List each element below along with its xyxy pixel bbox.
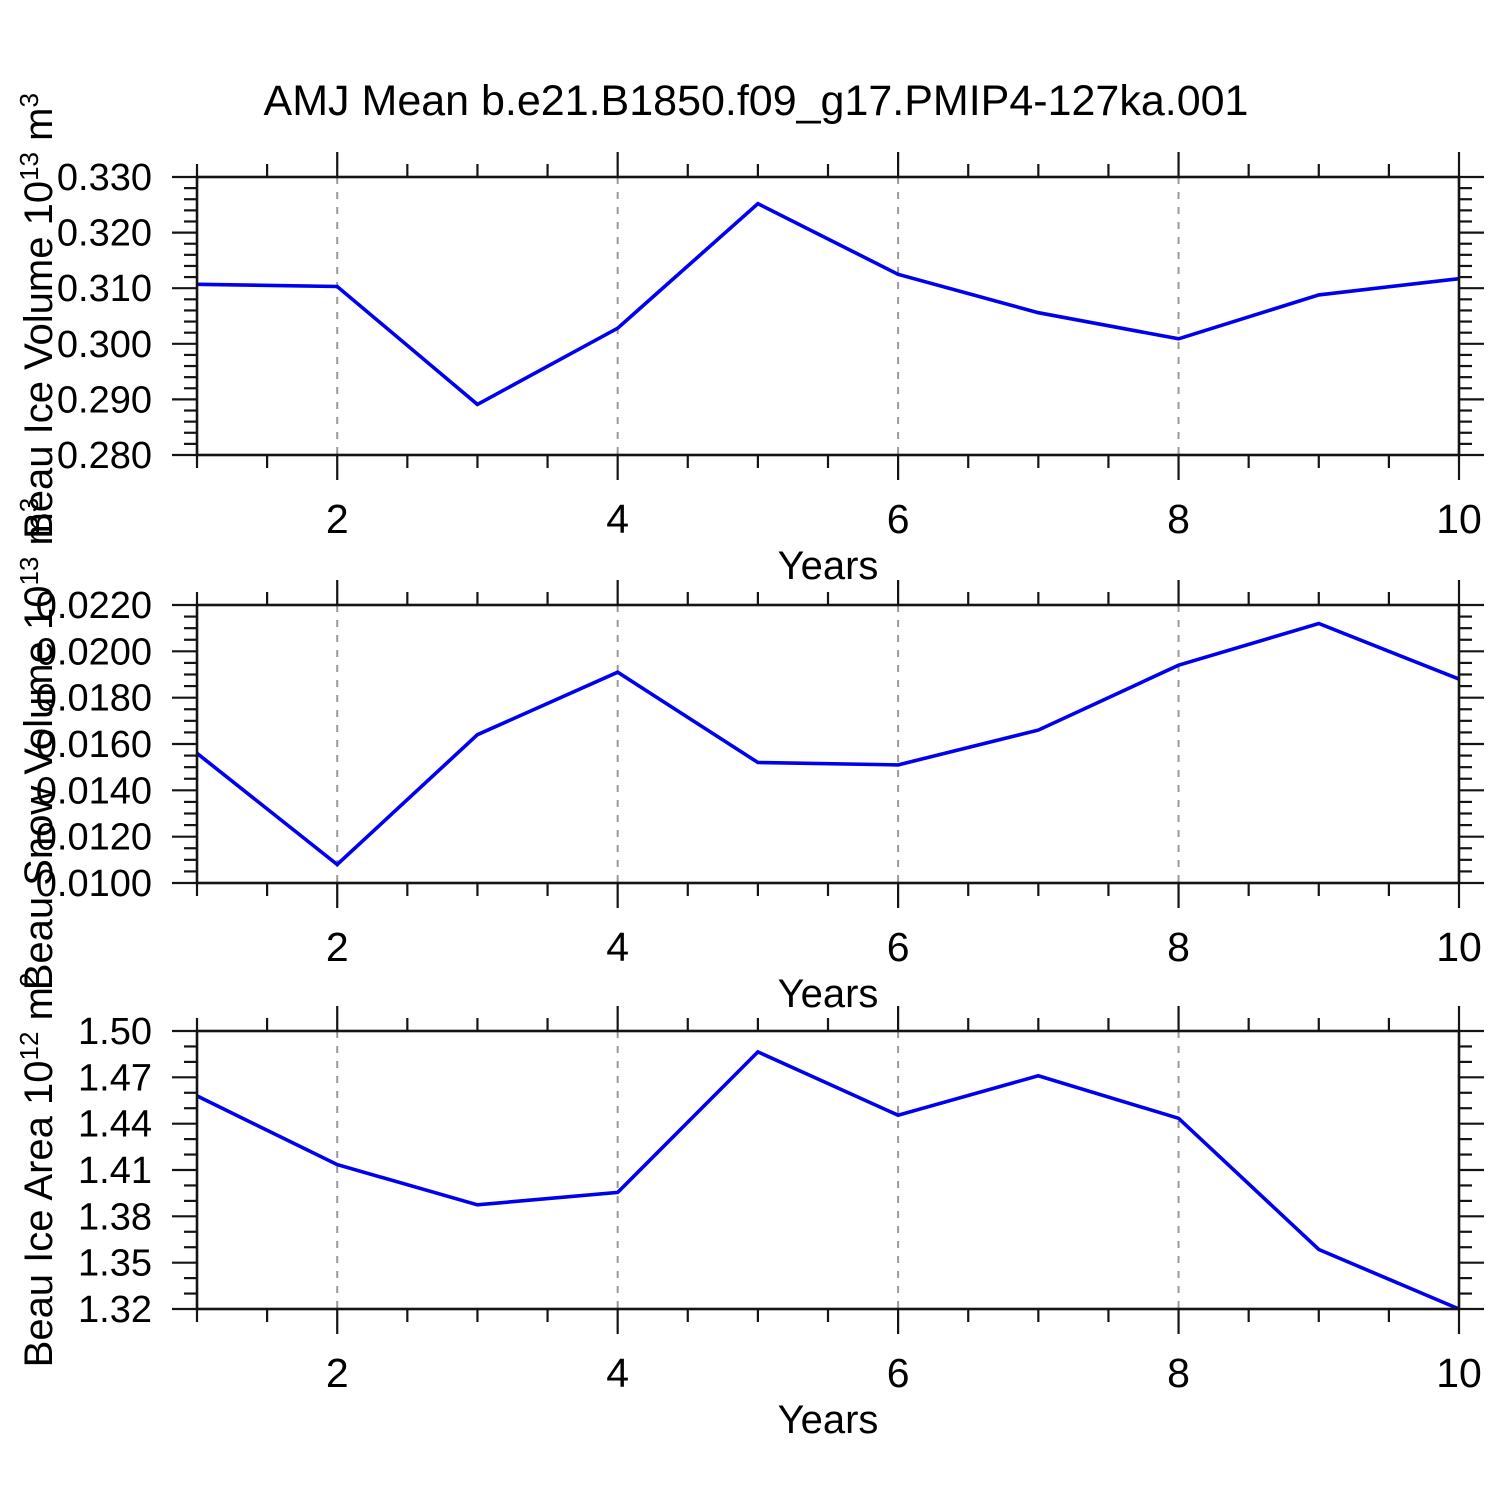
data-line: [196, 1049, 1460, 1311]
y-tick-label: 1.50: [78, 1011, 152, 1053]
y-tick-label: 0.300: [57, 324, 152, 366]
x-tick-label: 4: [606, 1350, 629, 1396]
plot-frame: [195, 603, 1461, 885]
y-tick-label: 0.280: [57, 435, 152, 477]
x-axis-title: Years: [778, 1398, 879, 1442]
y-tick-label: 0.0220: [36, 585, 152, 627]
y-tick-label: 0.0180: [36, 678, 152, 720]
y-tick-label: 1.44: [78, 1104, 152, 1146]
x-tick-label: 10: [1436, 1350, 1482, 1396]
y-axis-title: Beau Snow Volume 1013 m3: [14, 498, 61, 991]
y-tick-label: 1.32: [78, 1289, 152, 1331]
y-tick-label: 0.330: [57, 157, 152, 199]
y-tick-label: 1.38: [78, 1196, 152, 1238]
y-tick-label: 1.41: [78, 1150, 152, 1192]
x-tick-label: 8: [1167, 1350, 1190, 1396]
plot-beau-ice-area: 1.321.35 1.381.411.44 1.471.50 2 4 6 8 10 Beau I…: [14, 973, 1484, 1396]
x-tick-label: 6: [887, 496, 910, 542]
x-tick-label: 6: [887, 1350, 910, 1396]
x-tick-label: 10: [1436, 496, 1482, 542]
x-tick-label: 2: [326, 1350, 349, 1396]
y-tick-label: 0.0140: [36, 770, 152, 812]
x-tick-label: 6: [887, 924, 910, 970]
y-tick-label: 0.0200: [36, 631, 152, 673]
data-line: [196, 201, 1460, 407]
y-tick-label: 1.35: [78, 1243, 152, 1285]
x-tick-label: 2: [326, 924, 349, 970]
y-tick-label: 1.47: [78, 1057, 152, 1099]
y-axis-title: Beau Ice Volume 1013 m3: [14, 93, 61, 539]
x-tick-label: 4: [606, 496, 629, 542]
x-axis-title: Years: [778, 972, 879, 1016]
y-tick-label: 0.310: [57, 268, 152, 310]
x-tick-label: 8: [1167, 496, 1190, 542]
y-tick-label: 0.290: [57, 379, 152, 421]
plot-frame: [195, 1029, 1461, 1311]
chart-title: AMJ Mean b.e21.B1850.f09_g17.PMIP4-127ka…: [264, 77, 1249, 125]
data-line: [195, 621, 1460, 867]
x-tick-label: 2: [326, 496, 349, 542]
plot-beau-ice-volume: 0.280 0.290 0.300 0.310 0.320 0.330 2 4 6 8 10 Beau…: [14, 93, 1484, 542]
y-tick-label: 0.0100: [36, 863, 152, 905]
y-tick-label: 0.0120: [36, 817, 152, 859]
x-axis-title: Years: [778, 544, 879, 588]
x-tick-label: 10: [1436, 924, 1482, 970]
plot-frame: [195, 175, 1461, 457]
y-tick-label: 0.320: [57, 213, 152, 255]
y-tick-label: 0.0160: [36, 724, 152, 766]
y-axis-title: Beau Ice Area 1012 m2: [14, 973, 61, 1368]
x-tick-label: 8: [1167, 924, 1190, 970]
x-tick-label: 4: [606, 924, 629, 970]
